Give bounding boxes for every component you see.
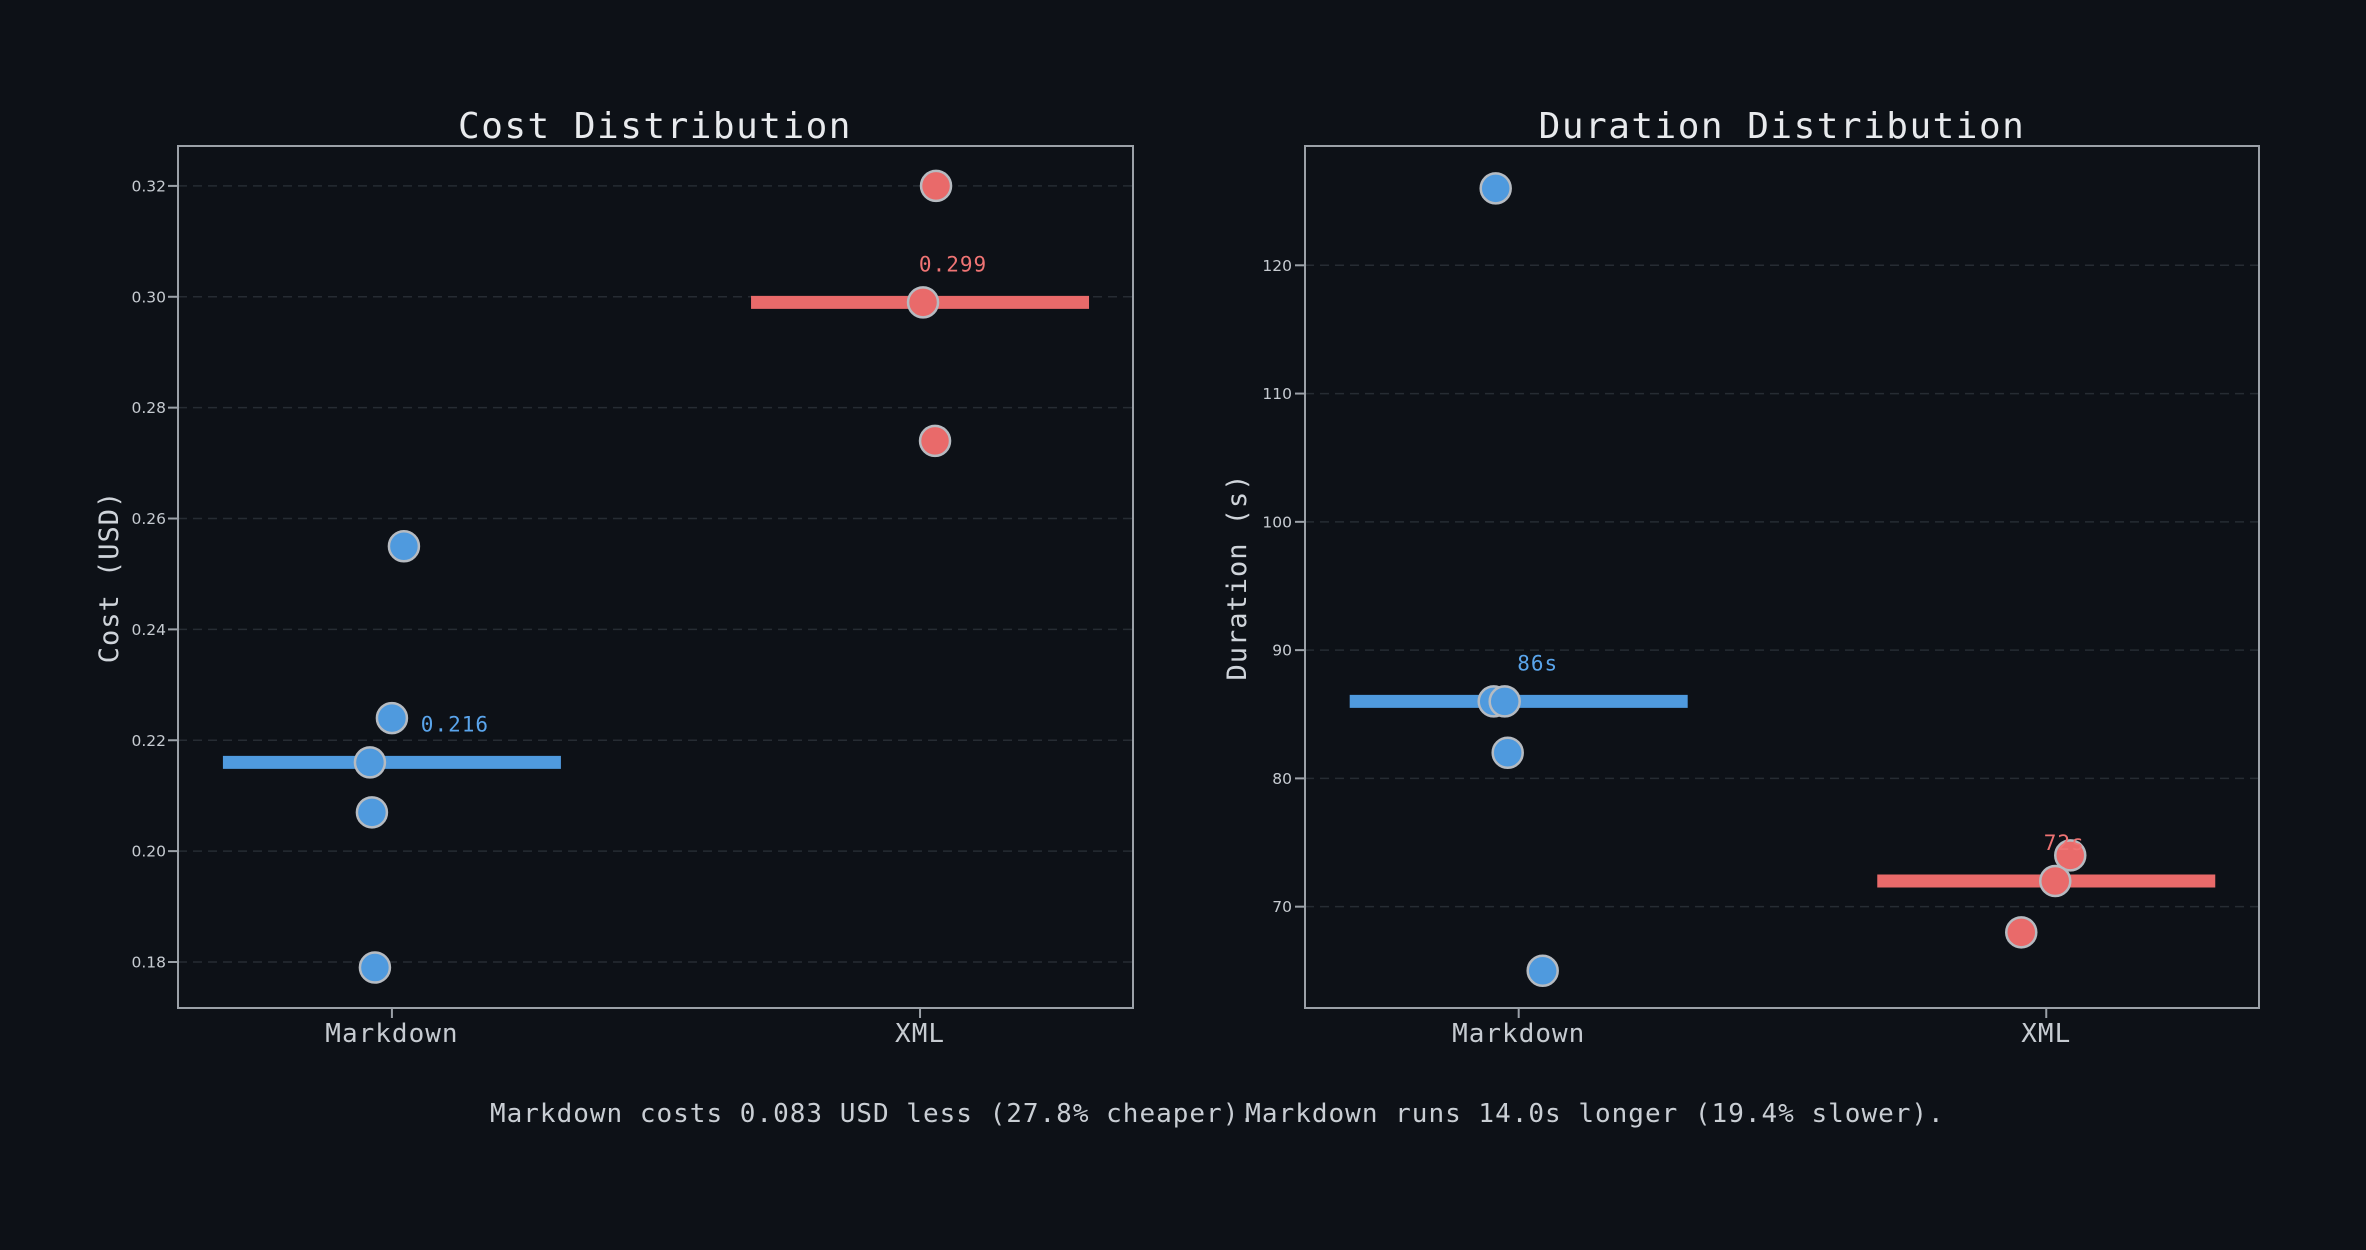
data-point xyxy=(2005,916,2038,949)
y-tick-label: 0.20 xyxy=(131,843,166,861)
data-point xyxy=(358,951,392,984)
median-value-label: 0.216 xyxy=(421,712,489,736)
duration-median-annotations: 86s 72s xyxy=(1517,651,2085,855)
cost-y-tick-labels: 0.18 0.20 0.22 0.24 0.26 0.28 0.30 0.32 xyxy=(131,177,178,971)
cost-summary-caption: Markdown costs 0.083 USD less (27.8% che… xyxy=(490,1099,1256,1129)
data-point xyxy=(353,746,387,779)
y-tick-label: 0.30 xyxy=(131,288,166,306)
y-tick-label: 0.18 xyxy=(131,953,166,971)
y-tick-label: 0.28 xyxy=(131,399,166,417)
data-point xyxy=(2039,864,2072,898)
duration-data-points xyxy=(1477,172,2087,988)
y-tick-label: 0.22 xyxy=(131,732,166,750)
cost-y-axis-label: Cost (USD) xyxy=(94,491,125,664)
cost-chart-title: Cost Distribution xyxy=(458,106,852,147)
data-point xyxy=(1479,172,1512,205)
data-point xyxy=(355,796,389,829)
data-point xyxy=(2054,839,2087,872)
data-point xyxy=(1526,954,1559,988)
median-value-label: 72s xyxy=(2044,831,2085,855)
y-tick-label: 0.32 xyxy=(131,177,166,195)
cost-median-lines xyxy=(222,295,1090,769)
y-tick-label: 0.24 xyxy=(131,621,166,639)
x-tick-label: Markdown xyxy=(1452,1019,1585,1049)
cost-chart: Cost Distribution Cost (USD) 0.18 0.20 0.2… xyxy=(94,106,1134,1049)
x-tick-label: Markdown xyxy=(325,1019,458,1049)
duration-chart-title: Duration Distribution xyxy=(1539,106,2026,147)
duration-x-tick-labels: Markdown XML xyxy=(1452,1008,2071,1049)
data-point xyxy=(387,529,421,563)
y-tick-label: 120 xyxy=(1262,257,1292,275)
data-point xyxy=(375,701,409,735)
cost-plot-border xyxy=(177,145,1134,1009)
y-tick-label: 0.26 xyxy=(131,510,166,528)
x-tick-label: XML xyxy=(895,1019,945,1049)
duration-y-axis-label: Duration (s) xyxy=(1222,473,1253,680)
x-tick-label: XML xyxy=(2021,1019,2071,1049)
data-point xyxy=(918,424,952,458)
data-point xyxy=(1491,736,1524,769)
y-tick-label: 80 xyxy=(1272,770,1292,788)
duration-plot-border xyxy=(1304,145,2260,1009)
median-value-label: 0.299 xyxy=(919,252,987,276)
y-tick-label: 90 xyxy=(1272,642,1292,660)
y-tick-label: 70 xyxy=(1272,898,1292,916)
y-tick-label: 110 xyxy=(1262,385,1292,403)
data-point xyxy=(1488,685,1521,718)
data-point xyxy=(906,286,940,319)
y-tick-label: 100 xyxy=(1262,513,1292,531)
duration-gridlines xyxy=(1305,264,2259,908)
cost-median-annotations: 0.216 0.299 xyxy=(421,252,987,736)
duration-summary-caption: Markdown runs 14.0s longer (19.4% slower… xyxy=(1245,1099,1944,1129)
duration-y-tick-labels: 70 80 90 100 110 120 xyxy=(1262,257,1305,916)
data-point xyxy=(919,169,953,203)
cost-x-tick-labels: Markdown XML xyxy=(325,1008,945,1049)
duration-chart: Duration Distribution Duration (s) 70 80 9… xyxy=(1222,106,2260,1049)
cost-data-points xyxy=(353,169,953,984)
median-value-label: 86s xyxy=(1517,651,1558,675)
